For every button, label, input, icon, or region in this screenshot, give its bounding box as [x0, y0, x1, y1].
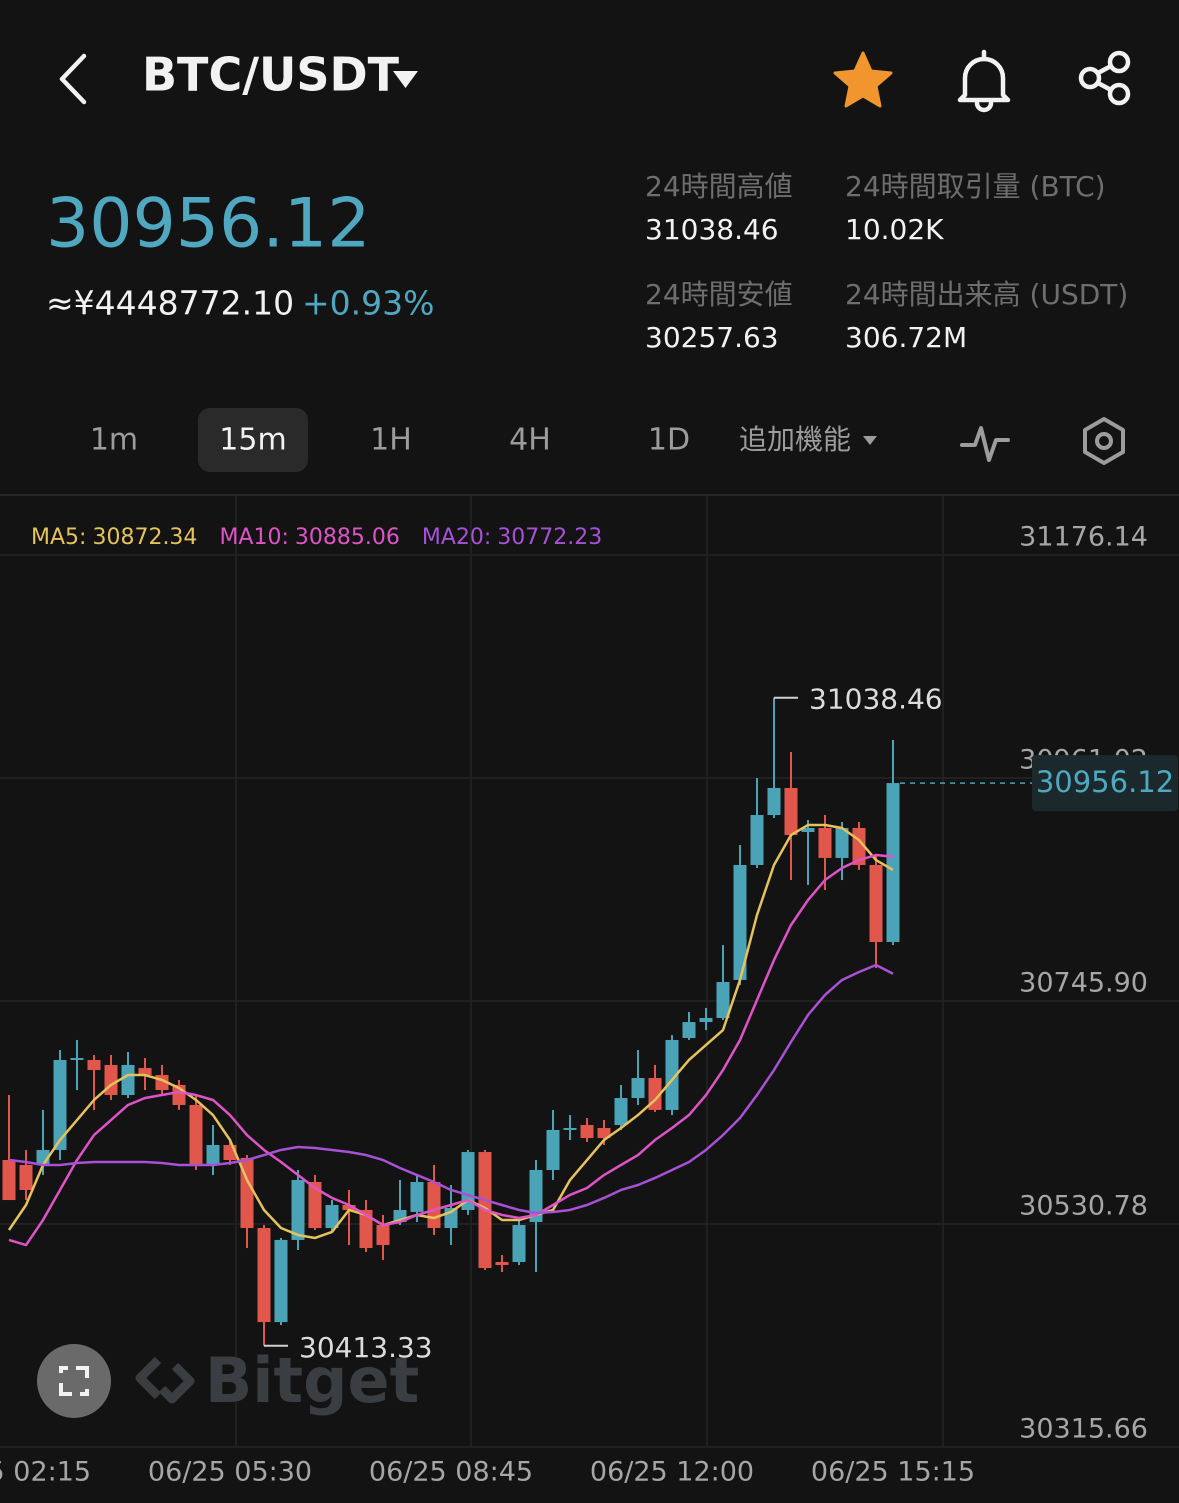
interval-tab[interactable]: 15m — [219, 423, 286, 458]
stat-label: 24時間出来高 (USDT) — [845, 278, 1128, 311]
share-icon[interactable] — [1078, 50, 1131, 106]
candle-body — [121, 1064, 135, 1096]
candle-body — [325, 1205, 339, 1229]
candle-body — [308, 1181, 322, 1229]
extreme-label: 31038.46 — [809, 683, 943, 716]
ma-line — [8, 963, 894, 1215]
candle-body — [835, 827, 849, 858]
candle-body — [359, 1209, 373, 1249]
stat-value: 31038.46 — [645, 213, 779, 246]
x-tick-label: 06/25 12:00 — [590, 1457, 754, 1488]
x-tick-label: 06/25 08:45 — [369, 1457, 533, 1488]
candle-body — [274, 1239, 288, 1323]
legend-value: 30872.34 — [92, 525, 197, 550]
more-menu[interactable]: 追加機能 — [739, 423, 851, 456]
candle-body — [733, 864, 747, 980]
fullscreen-icon — [59, 1366, 89, 1396]
extreme-label: 30413.33 — [299, 1331, 433, 1364]
indicator-button[interactable] — [960, 426, 1010, 462]
candle-body — [53, 1059, 67, 1150]
candle-body — [291, 1180, 305, 1240]
y-tick-label: 31176.14 — [1019, 522, 1148, 553]
candle-body — [70, 1058, 84, 1061]
candle-body — [716, 982, 730, 1019]
candle-body — [563, 1127, 577, 1130]
candle-body — [529, 1169, 543, 1223]
legend-name: MA5: — [31, 525, 86, 550]
candle-body — [546, 1129, 560, 1170]
price-tag — [1032, 755, 1178, 812]
candle-body — [886, 783, 900, 943]
fullscreen-button[interactable] — [37, 1344, 111, 1418]
settings-button[interactable] — [1083, 417, 1125, 465]
pair-title[interactable]: BTC/USDT — [142, 48, 400, 102]
x-tick-label: 06/25 15:15 — [811, 1457, 975, 1488]
candle-body — [682, 1022, 696, 1039]
candle-body — [427, 1181, 441, 1229]
candle-body — [512, 1225, 526, 1263]
candle-body — [784, 787, 798, 836]
candle-body — [19, 1164, 33, 1190]
candle-body — [818, 827, 832, 858]
y-tick-label: 30315.66 — [1019, 1414, 1148, 1445]
plot: 30315.6630530.7830745.9030961.0231176.14… — [0, 522, 1179, 1488]
legend-value: 30885.06 — [295, 525, 400, 550]
stat-value: 10.02K — [845, 213, 944, 246]
candle-body — [495, 1262, 509, 1266]
candle-body — [410, 1181, 424, 1212]
favorite-icon[interactable] — [833, 51, 893, 108]
interval-tab[interactable]: 1H — [370, 423, 412, 458]
candle-body — [767, 787, 781, 816]
stat-value: 30257.63 — [645, 321, 779, 354]
candle-body — [138, 1067, 152, 1076]
candle-body — [376, 1225, 390, 1246]
pair-dropdown[interactable] — [393, 71, 418, 88]
candle-body — [665, 1039, 679, 1110]
candle-body — [614, 1098, 628, 1125]
stat-label: 24時間取引量 (BTC) — [845, 170, 1106, 203]
vertical-grid — [235, 495, 944, 1447]
watermark: Bitget — [205, 1344, 419, 1417]
y-tick-label: 30745.90 — [1019, 968, 1148, 999]
candle-body — [750, 815, 764, 865]
candle-body — [699, 1018, 713, 1023]
stat-value: 306.72M — [845, 321, 967, 354]
tab-selected-bg — [198, 408, 308, 472]
stat-label: 24時間高値 — [645, 170, 793, 203]
price-change: +0.93% — [302, 284, 434, 323]
candle-body — [342, 1205, 356, 1210]
candle-body — [206, 1144, 220, 1165]
legend-value: 30772.23 — [497, 525, 602, 550]
legend-name: MA10: — [219, 525, 288, 550]
back-button[interactable] — [59, 53, 87, 105]
candle-body — [189, 1104, 203, 1165]
candle-body — [597, 1127, 611, 1139]
ma-line — [7, 823, 894, 1240]
interval-tab[interactable]: 1D — [648, 423, 690, 458]
more-dropdown[interactable] — [863, 436, 877, 445]
alert-icon[interactable] — [957, 49, 1011, 113]
interval-tab[interactable]: 4H — [509, 423, 551, 458]
candle-body — [869, 864, 883, 943]
candle-body — [801, 827, 815, 833]
x-tick-label: 06/25 05:30 — [148, 1457, 312, 1488]
candle-body — [87, 1059, 101, 1071]
candle-body — [631, 1078, 645, 1099]
ma-line — [8, 853, 894, 1247]
fiat-price: ≈¥4448772.10 — [46, 284, 294, 323]
last-price: 30956.12 — [46, 185, 370, 264]
stat-label: 24時間安値 — [645, 278, 793, 311]
y-tick-label: 30530.78 — [1019, 1191, 1148, 1222]
price-tag-label: 30956.12 — [1036, 765, 1174, 799]
legend-name: MA20: — [422, 525, 491, 550]
watermark-logo — [135, 1356, 195, 1404]
interval-tab[interactable]: 1m — [90, 423, 138, 458]
candle-body — [2, 1160, 16, 1201]
x-tick-label: 06/25 02:15 — [0, 1457, 91, 1488]
candle-body — [257, 1228, 271, 1323]
candle-body — [580, 1124, 594, 1139]
